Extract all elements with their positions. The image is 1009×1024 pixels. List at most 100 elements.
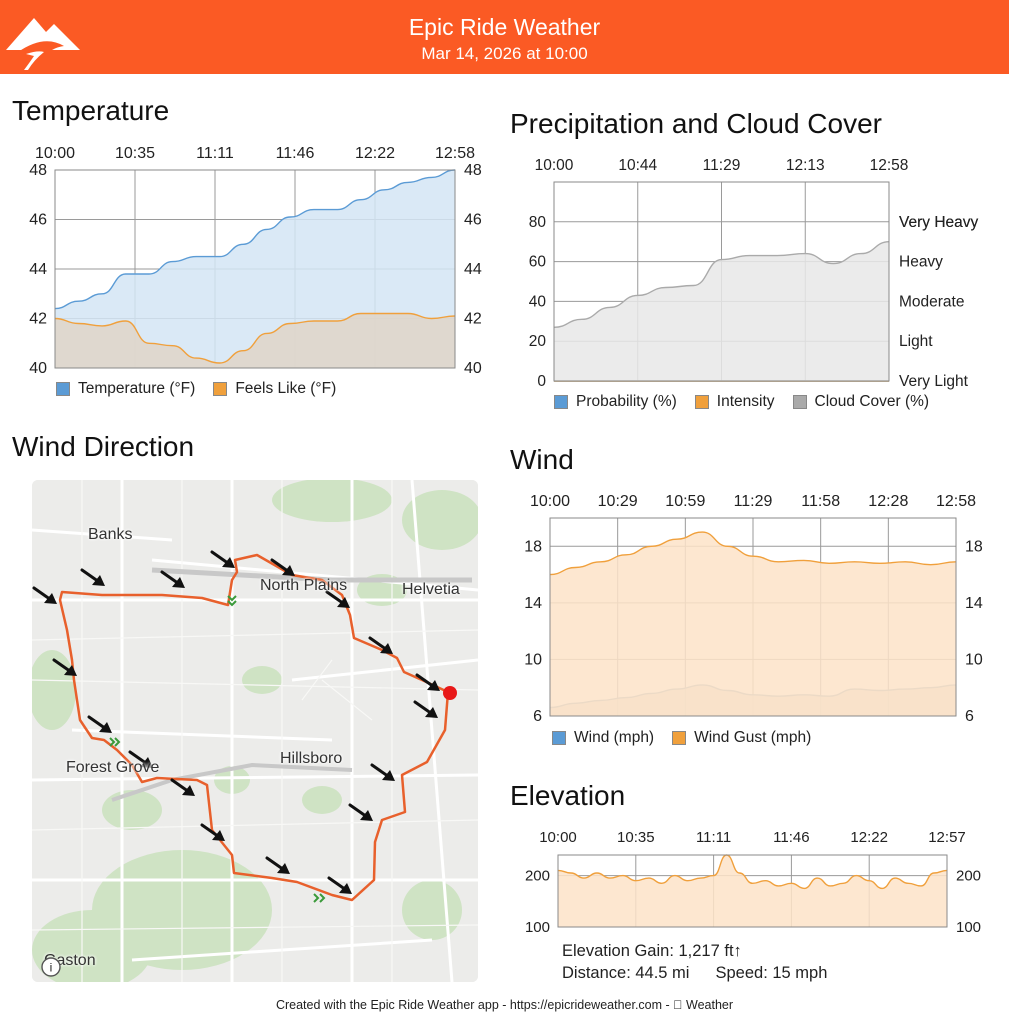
- y-tick-label: 46: [29, 212, 47, 229]
- map-rail: [111, 762, 353, 802]
- chart-3: 10:00 10:35 11:11 11:46 12:22 12:57 100 100 200 2…: [525, 829, 981, 936]
- y-tick-label: 46: [464, 212, 482, 229]
- y-tick-label: 6: [533, 708, 542, 725]
- place-label: North Plains: [260, 577, 348, 594]
- wind-arrows: [32, 550, 440, 894]
- wind-arrow-head: [64, 665, 77, 676]
- temperature-title: Temperature: [12, 95, 170, 126]
- y-tick-label: 10: [524, 651, 542, 668]
- chevron-markers: [109, 595, 326, 903]
- plot-border: [549, 517, 957, 717]
- x-tick-label: 10:44: [618, 157, 657, 174]
- y-tick-label: 6: [965, 708, 974, 725]
- y-tick-label: 18: [965, 538, 983, 555]
- y2-tick-label: Light: [899, 333, 933, 350]
- series-line: [549, 531, 957, 576]
- x-tick-label: 11:29: [703, 157, 741, 174]
- series-area: [558, 855, 947, 927]
- map-streets: [32, 480, 478, 982]
- series-area: [55, 313, 455, 368]
- wind-arrow-head: [360, 810, 373, 821]
- series-line: [54, 169, 456, 310]
- y-tick-label: 200: [525, 868, 550, 885]
- y-tick-label: 80: [529, 214, 547, 231]
- wind-arrow-head: [212, 830, 225, 841]
- legend-label: Wind Gust (mph): [694, 729, 812, 746]
- legal-info-icon[interactable]: i: [40, 956, 62, 978]
- map-highway: [151, 567, 472, 583]
- x-tick-label: 11:58: [801, 493, 840, 510]
- y-tick-label: 42: [464, 311, 482, 328]
- legend-item: Probability (%): [554, 393, 677, 411]
- y-tick-label: 42: [29, 311, 47, 328]
- x-tick-label: 10:00: [535, 157, 574, 174]
- y2-tick-label: Very Light: [899, 373, 969, 390]
- wind-arrow-head: [425, 707, 438, 718]
- series-line: [553, 241, 890, 328]
- wind-arrow-head: [222, 557, 235, 568]
- wind-arrow-head: [140, 757, 153, 768]
- y2-tick-label: Moderate: [899, 293, 964, 310]
- legend-label: Probability (%): [576, 393, 677, 410]
- y-tick-label: 0: [537, 373, 546, 390]
- ride-start-marker: [443, 686, 457, 700]
- map-canvas: [32, 480, 478, 982]
- precip-legend: Probability (%) Intensity Cloud Cover (%): [554, 393, 947, 411]
- ride-route: [58, 553, 450, 902]
- x-tick-label: 12:22: [850, 829, 888, 846]
- legend-swatch: [213, 382, 228, 396]
- legend-swatch: [554, 395, 568, 409]
- place-label: Forest Grove: [66, 759, 160, 776]
- x-tick-label: 11:46: [773, 829, 809, 846]
- x-tick-label: 10:29: [598, 493, 638, 510]
- wind-arrow-head: [427, 680, 440, 691]
- svg-text:i: i: [50, 961, 53, 975]
- x-tick-label: 10:00: [530, 493, 570, 510]
- wind-arrow-head: [337, 597, 350, 608]
- chart-2: 10:00 10:29 10:59 11:29 11:58 12:28 12:58 6 6 10 1…: [524, 493, 983, 725]
- x-tick-label: 11:29: [734, 493, 773, 510]
- legend-item: Feels Like (°F): [213, 380, 336, 398]
- legend-label: Feels Like (°F): [235, 380, 337, 397]
- y-tick-label: 10: [965, 651, 983, 668]
- wind-arrow-head: [172, 577, 185, 588]
- y-tick-label: 18: [524, 538, 542, 555]
- chart-0: 10:00 10:35 11:11 11:46 12:22 12:58 40 40 42 42 44…: [29, 145, 482, 377]
- place-label: Helvetia: [402, 581, 460, 598]
- legend-swatch: [56, 382, 70, 396]
- app-title: Epic Ride Weather: [408, 14, 601, 40]
- place-label: Hillsboro: [280, 750, 343, 767]
- distance: Distance: 44.5 mi: [562, 964, 690, 982]
- legend-item: Wind Gust (mph): [672, 729, 811, 747]
- x-tick-label: 11:46: [276, 145, 315, 162]
- wind-arrow-head: [44, 593, 57, 604]
- y-tick-label: 44: [464, 261, 482, 278]
- legend-item: Wind (mph): [552, 729, 654, 747]
- x-tick-label: 12:28: [868, 493, 908, 510]
- y-tick-label: 48: [464, 162, 482, 179]
- x-tick-label: 10:35: [115, 145, 155, 162]
- series-line: [54, 312, 456, 364]
- wind-arrow-head: [282, 565, 295, 576]
- legend-swatch: [792, 395, 807, 409]
- legend-swatch: [552, 731, 566, 745]
- y2-tick-label: Heavy: [899, 254, 943, 271]
- elevation-title: Elevation: [510, 780, 626, 811]
- y-tick-label: 44: [29, 261, 47, 278]
- wind-arrow-head: [382, 770, 395, 781]
- elevation-gain: Elevation Gain: 1,217 ft↑: [562, 942, 742, 960]
- legend-label: Wind (mph): [574, 729, 655, 746]
- y-tick-label: 48: [29, 162, 47, 179]
- wind-title: Wind: [510, 444, 574, 475]
- y-tick-label: 100: [525, 919, 550, 936]
- y-tick-label: 40: [464, 360, 482, 377]
- legend-item: Temperature (°F): [56, 380, 195, 398]
- legend-label: Intensity: [716, 393, 775, 410]
- series-line: [557, 854, 948, 890]
- legend-item: Intensity: [694, 393, 775, 411]
- y-tick-label: 100: [956, 919, 981, 936]
- wind-direction-map[interactable]: Banks North Plains Helvetia Forest Grove…: [32, 480, 478, 982]
- x-tick-label: 12:58: [870, 157, 909, 174]
- mountain-road-logo-icon: [6, 18, 80, 70]
- footer-credit: Created with the Epic Ride Weather app -…: [276, 998, 733, 1012]
